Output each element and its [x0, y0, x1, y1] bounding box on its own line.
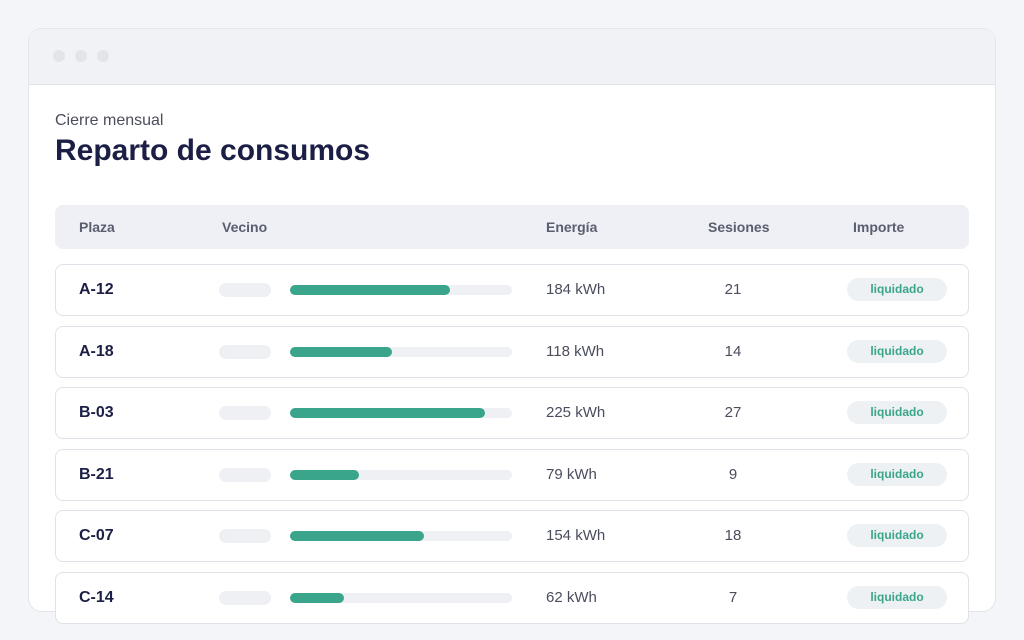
- column-header: Energía: [546, 219, 598, 235]
- sessions: 21: [724, 281, 742, 298]
- energy-bar: [290, 346, 393, 357]
- status-badge: liquidado: [847, 401, 947, 425]
- table-row: C-14 62 kWh 7 liquidado: [55, 572, 969, 624]
- sessions: 9: [728, 465, 738, 483]
- table-row: C-07 154 kWh 18 liquidado: [55, 510, 969, 563]
- sessions: 27: [724, 404, 742, 422]
- table-row: A-18 118 kWh 14 liquidado: [55, 325, 969, 378]
- energy-bar: [290, 469, 359, 480]
- energy-bar: [290, 285, 450, 295]
- column-header: Importe: [853, 219, 905, 235]
- energy-track: [290, 593, 512, 603]
- window-dot: [75, 50, 87, 62]
- energy-track: [290, 408, 512, 419]
- sessions: 14: [724, 342, 742, 360]
- energy: 118 kWh: [546, 342, 605, 360]
- energy-track: [290, 285, 512, 295]
- column-header: Vecino: [222, 219, 268, 235]
- subtitle: Cierre mensual: [55, 112, 164, 129]
- neighbor-placeholder: [219, 591, 271, 605]
- window-dot: [97, 50, 109, 62]
- energy-bar: [290, 408, 486, 419]
- neighbor-placeholder: [219, 344, 271, 359]
- status-badge: liquidado: [847, 586, 947, 609]
- plaza: B-03: [79, 404, 114, 422]
- plaza: C-14: [79, 589, 114, 606]
- energy: 79 kWh: [546, 465, 597, 483]
- column-header: Plaza: [79, 219, 115, 235]
- plaza: B-21: [79, 465, 114, 483]
- window-dot: [53, 50, 65, 62]
- neighbor-placeholder: [219, 467, 271, 482]
- energy: 62 kWh: [546, 589, 597, 606]
- energy-track: [290, 469, 512, 480]
- plaza: A-12: [79, 281, 114, 298]
- status-badge: liquidado: [847, 339, 947, 363]
- status-badge: liquidado: [847, 524, 947, 548]
- energy-bar: [290, 593, 344, 603]
- table-row: B-21 79 kWh 9 liquidado: [55, 448, 969, 501]
- energy: 154 kWh: [546, 527, 606, 545]
- neighbor-placeholder: [219, 406, 271, 421]
- status-badge: liquidado: [847, 278, 947, 301]
- neighbor-placeholder: [219, 529, 271, 544]
- energy: 225 kWh: [546, 404, 606, 422]
- title: Reparto de consumos: [55, 134, 371, 167]
- window-bar: [29, 29, 995, 85]
- table-row: A-12 184 kWh 21 liquidado: [55, 264, 969, 316]
- neighbor-placeholder: [219, 283, 271, 297]
- energy-bar: [290, 531, 424, 542]
- energy: 184 kWh: [546, 281, 606, 298]
- plaza: A-18: [79, 342, 114, 360]
- sessions: 7: [728, 589, 738, 606]
- table-row: B-03 225 kWh 27 liquidado: [55, 387, 969, 440]
- energy-track: [290, 346, 512, 357]
- plaza: C-07: [79, 527, 114, 545]
- status-badge: liquidado: [847, 462, 947, 486]
- energy-track: [290, 531, 512, 542]
- sessions: 18: [724, 527, 742, 545]
- table-header: Plaza Vecino Energía Sesiones Importe: [55, 205, 969, 249]
- column-header: Sesiones: [708, 219, 770, 235]
